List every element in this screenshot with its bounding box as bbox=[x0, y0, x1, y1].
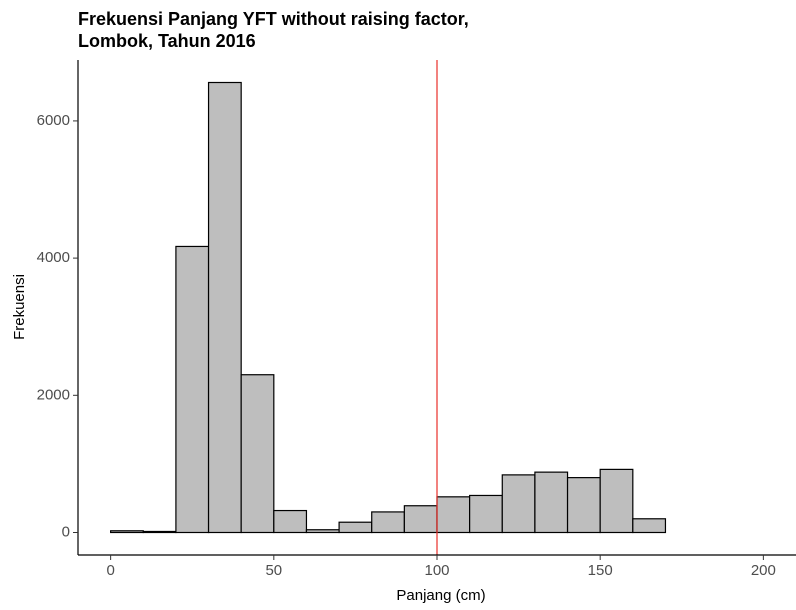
bar bbox=[240, 374, 275, 534]
bar bbox=[469, 494, 503, 534]
bar bbox=[273, 509, 308, 534]
x-tick-label: 200 bbox=[751, 562, 776, 579]
bar bbox=[534, 471, 569, 534]
chart-title: Lombok, Tahun 2016 bbox=[78, 31, 256, 51]
bar bbox=[599, 468, 634, 534]
y-tick-label: 0 bbox=[62, 523, 70, 540]
bar bbox=[436, 496, 471, 534]
y-tick-label: 4000 bbox=[37, 249, 70, 266]
bar bbox=[501, 474, 536, 534]
chart-title: Frekuensi Panjang YFT without raising fa… bbox=[78, 9, 469, 29]
x-tick-label: 50 bbox=[265, 562, 282, 579]
y-tick-label: 2000 bbox=[37, 386, 70, 403]
y-axis-label: Frekuensi bbox=[11, 274, 28, 340]
bar bbox=[371, 511, 405, 534]
bar bbox=[338, 521, 373, 534]
x-tick-label: 0 bbox=[106, 562, 114, 579]
bar bbox=[142, 530, 177, 534]
bar bbox=[403, 505, 438, 534]
y-tick-label: 6000 bbox=[37, 112, 70, 129]
x-axis-label: Panjang (cm) bbox=[396, 587, 485, 604]
bar bbox=[566, 477, 601, 534]
bar bbox=[110, 530, 144, 534]
x-tick-label: 100 bbox=[424, 562, 449, 579]
x-tick-label: 150 bbox=[588, 562, 613, 579]
bar bbox=[207, 81, 242, 534]
bar bbox=[305, 529, 340, 534]
bar bbox=[632, 518, 667, 534]
bar bbox=[175, 245, 210, 534]
